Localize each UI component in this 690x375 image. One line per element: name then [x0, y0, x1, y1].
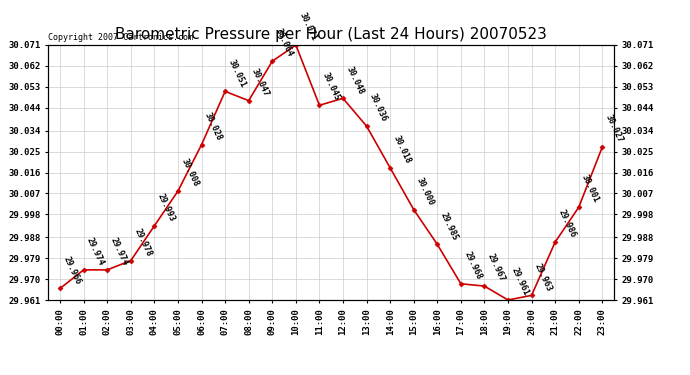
- Text: 29.968: 29.968: [462, 250, 483, 281]
- Title: Barometric Pressure per Hour (Last 24 Hours) 20070523: Barometric Pressure per Hour (Last 24 Ho…: [115, 27, 547, 42]
- Text: 29.974: 29.974: [108, 236, 130, 267]
- Text: 29.974: 29.974: [85, 236, 106, 267]
- Text: 29.961: 29.961: [509, 266, 530, 297]
- Text: 29.985: 29.985: [439, 211, 460, 242]
- Text: 29.978: 29.978: [132, 227, 153, 258]
- Text: 30.028: 30.028: [203, 111, 224, 142]
- Text: Copyright 2007 Cartronics.com: Copyright 2007 Cartronics.com: [48, 33, 193, 42]
- Text: 30.008: 30.008: [179, 157, 200, 188]
- Text: 29.986: 29.986: [557, 208, 578, 239]
- Text: 30.045: 30.045: [321, 72, 342, 102]
- Text: 29.966: 29.966: [61, 255, 82, 286]
- Text: 30.047: 30.047: [250, 67, 271, 98]
- Text: 30.036: 30.036: [368, 92, 388, 123]
- Text: 30.000: 30.000: [415, 176, 436, 207]
- Text: 30.048: 30.048: [344, 64, 365, 96]
- Text: 30.064: 30.064: [274, 27, 295, 58]
- Text: 29.963: 29.963: [533, 262, 554, 292]
- Text: 30.071: 30.071: [297, 11, 318, 42]
- Text: 30.018: 30.018: [391, 134, 413, 165]
- Text: 30.051: 30.051: [226, 58, 247, 88]
- Text: 29.967: 29.967: [486, 252, 506, 284]
- Text: 30.001: 30.001: [580, 174, 601, 204]
- Text: 30.027: 30.027: [604, 113, 624, 144]
- Text: 29.993: 29.993: [156, 192, 177, 223]
